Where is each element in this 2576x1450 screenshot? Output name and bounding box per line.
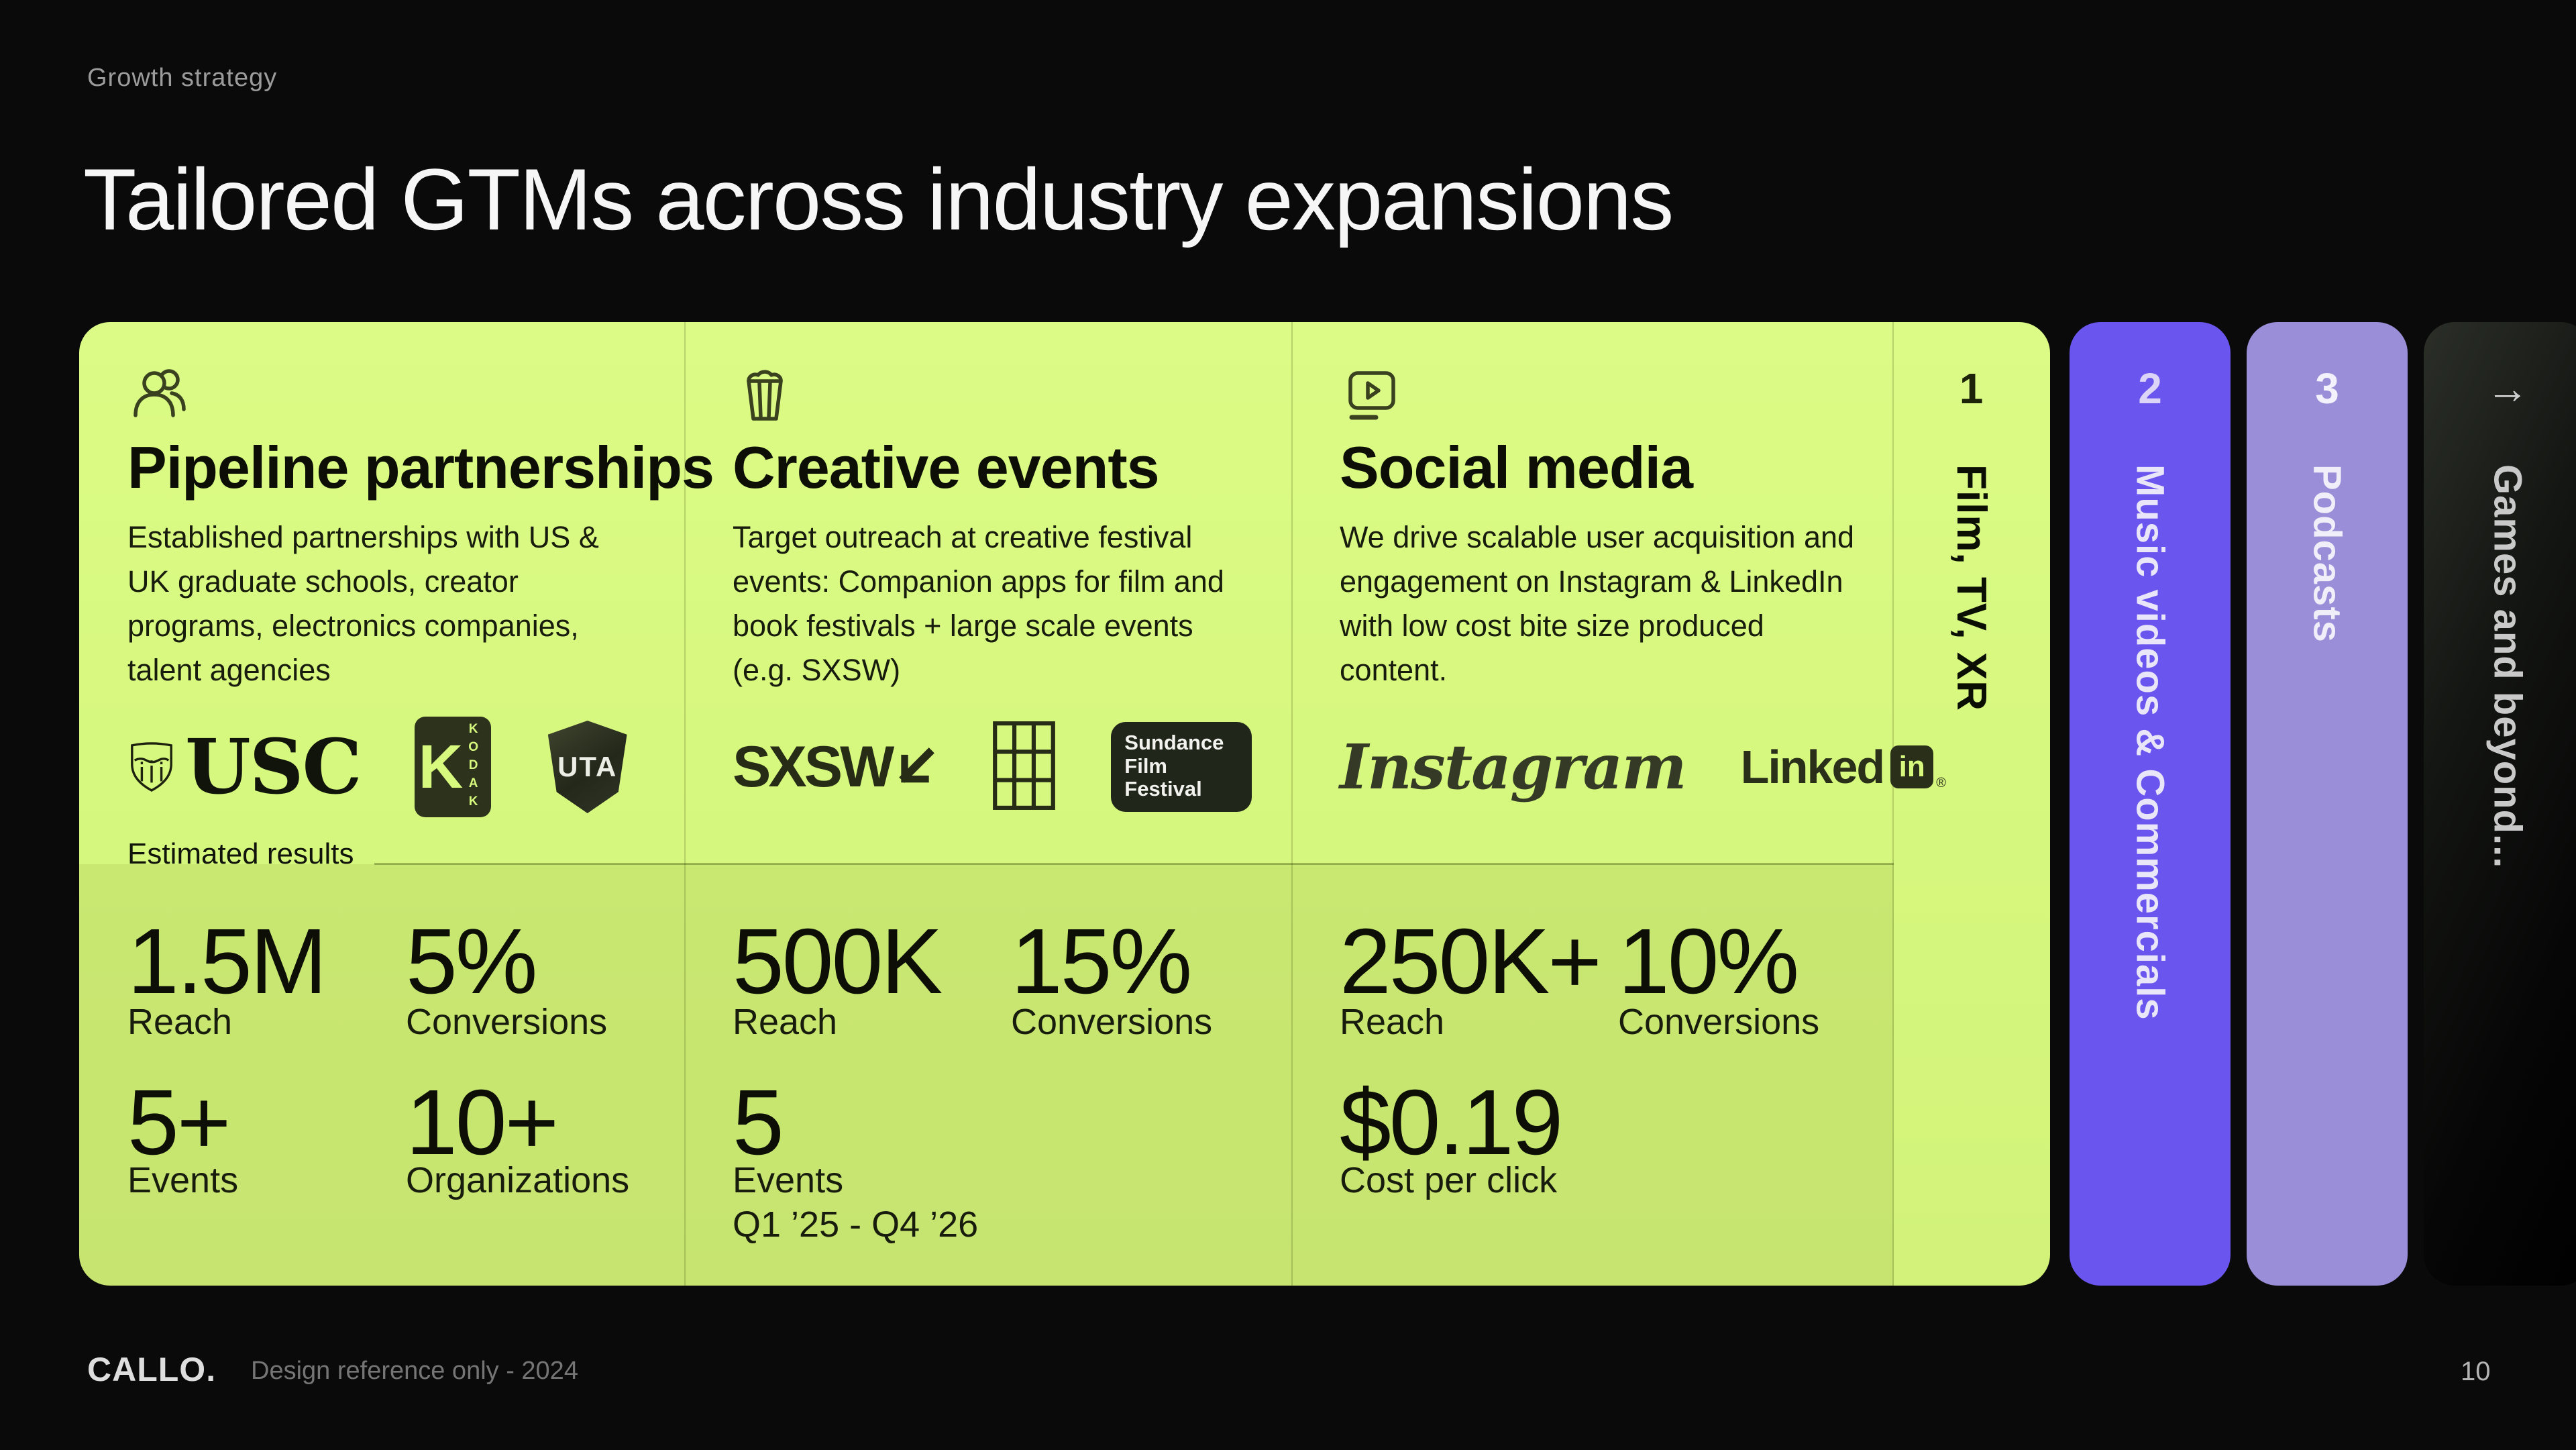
stat-value-conversions-3: 10%	[1618, 910, 1799, 1013]
industry-strip-podcasts: 3 Podcasts	[2247, 322, 2408, 1286]
linkedin-in-badge: in	[1890, 745, 1934, 788]
event-logos-row: SXSW Sundance Film Festival	[733, 717, 1252, 817]
sundance-line2: Film	[1124, 754, 1167, 778]
estimated-results-label: Estimated results	[127, 837, 354, 870]
column-title-social-media: Social media	[1340, 434, 1693, 501]
stat-label-reach-2: Reach	[733, 1002, 838, 1042]
column-description: We drive scalable user acquisition and e…	[1340, 520, 1855, 688]
industry-label-film-tv-xr: Film, TV, XR	[1948, 464, 1994, 712]
kodak-k-mark: K	[418, 733, 464, 801]
industry-label-music-videos: Music videos & Commercials	[2128, 464, 2172, 1021]
stat-value-reach-3: 250K+	[1340, 910, 1602, 1013]
stat-label-conversions-1: Conversions	[406, 1002, 608, 1042]
results-divider-line	[374, 863, 1894, 865]
page-number: 10	[2461, 1357, 2491, 1386]
industry-number-1: 1	[1959, 364, 1984, 413]
stat-value-cost-per-click: $0.19	[1340, 1071, 1563, 1174]
sxsw-wordmark: SXSW	[733, 734, 894, 799]
industry-strip-music-videos: 2 Music videos & Commercials	[2070, 322, 2231, 1286]
linkedin-logo: Linked in ®	[1741, 740, 1946, 794]
linkedin-wordmark: Linked	[1740, 741, 1886, 793]
stat-label-reach-1: Reach	[127, 1002, 233, 1042]
brand-logo: CALLO.	[87, 1351, 217, 1388]
stat-value-reach-2: 500K	[733, 910, 943, 1013]
column-divider-3	[1892, 322, 1894, 1286]
video-player-icon	[1340, 361, 1404, 428]
industry-label-podcasts: Podcasts	[2305, 464, 2349, 643]
usc-shield-icon	[131, 742, 172, 792]
industry-number-2: 2	[2138, 364, 2162, 413]
stat-label-events-1: Events	[127, 1160, 239, 1200]
column-title-pipeline-partnerships: Pipeline partnerships	[127, 434, 714, 501]
arrow-right-icon: →	[2486, 364, 2529, 413]
slide-title: Tailored GTMs across industry expansions	[83, 150, 1674, 248]
industry-strip-games-and-beyond: → Games and beyond...	[2424, 322, 2576, 1286]
users-icon	[127, 361, 192, 428]
stat-label-organizations: Organizations	[406, 1160, 630, 1200]
uta-wordmark: UTA	[557, 751, 618, 782]
grid-logo	[992, 721, 1056, 814]
sundance-film-festival-logo: Sundance Film Festival	[1111, 722, 1252, 812]
stat-value-conversions-2: 15%	[1011, 910, 1192, 1013]
stat-label-cost-per-click: Cost per click	[1340, 1160, 1558, 1200]
kodak-vertical-wordmark: KODAK	[466, 721, 481, 813]
popcorn-icon	[733, 361, 797, 428]
usc-logo: USC	[127, 723, 362, 811]
usc-wordmark: USC	[185, 723, 362, 811]
sundance-line3: Festival	[1124, 777, 1202, 801]
footer-note: Design reference only - 2024	[251, 1357, 578, 1385]
stat-value-organizations: 10+	[406, 1071, 559, 1174]
partner-logos-row: USC K KODAK UTA	[127, 717, 631, 817]
column-description: Established partnerships with US & UK gr…	[127, 520, 599, 688]
column-divider-1	[684, 322, 686, 1286]
sxsw-arrow-icon	[899, 747, 935, 783]
sxsw-logo: SXSW	[733, 734, 936, 800]
uta-logo: UTA	[547, 721, 627, 813]
stats-band-shading	[79, 864, 1894, 1286]
industry-label-games-and-beyond: Games and beyond...	[2485, 464, 2530, 869]
stat-value-events-1: 5+	[127, 1071, 231, 1174]
stat-label-reach-3: Reach	[1340, 1002, 1445, 1042]
stat-label-conversions-2: Conversions	[1011, 1002, 1213, 1042]
sundance-line1: Sundance	[1124, 731, 1224, 754]
stat-value-conversions-1: 5%	[406, 910, 537, 1013]
column-description: Target outreach at creative festival eve…	[733, 520, 1224, 688]
gtm-card: Pipeline partnerships Established partne…	[79, 322, 2050, 1286]
column-title-creative-events: Creative events	[733, 434, 1160, 501]
industry-number-3: 3	[2315, 364, 2339, 413]
social-logos-row: Instagram Linked in ®	[1340, 717, 1946, 817]
slide-eyebrow: Growth strategy	[87, 64, 278, 92]
column-divider-2	[1291, 322, 1293, 1286]
stat-value-reach-1: 1.5M	[127, 910, 327, 1013]
stat-sublabel-events-quarters: Q1 ’25 - Q4 ’26	[733, 1204, 979, 1245]
stat-label-conversions-3: Conversions	[1618, 1002, 1820, 1042]
stat-value-events-2: 5	[733, 1071, 784, 1174]
industry-strip-film-tv-xr: 1 Film, TV, XR	[1892, 322, 2050, 1286]
stat-label-events-2: Events	[733, 1160, 844, 1200]
linkedin-registered-mark: ®	[1936, 776, 1946, 790]
instagram-logo: Instagram	[1340, 731, 1687, 803]
kodak-logo: K KODAK	[414, 717, 491, 817]
